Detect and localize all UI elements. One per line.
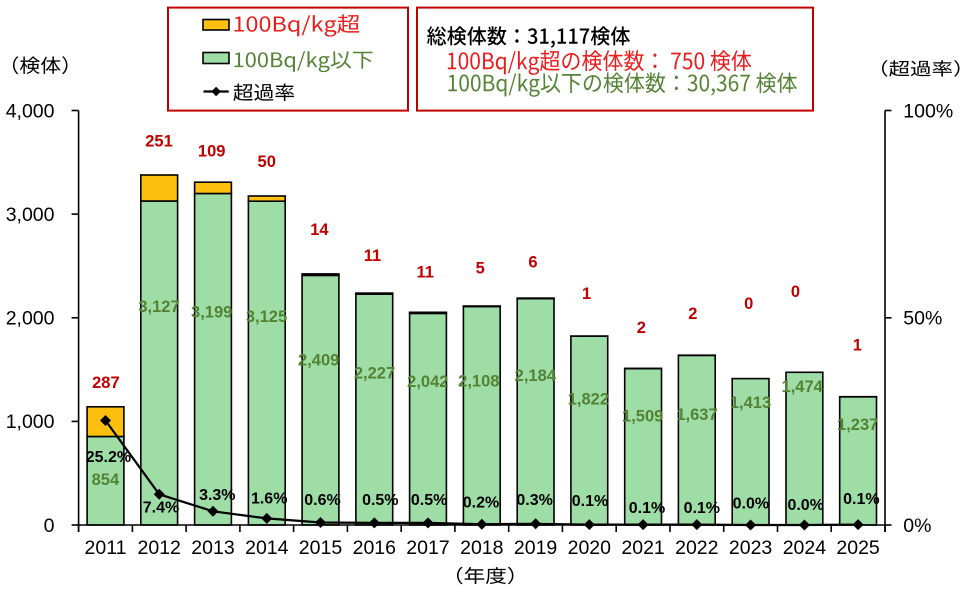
svg-text:2,227: 2,227 [354,365,395,383]
svg-text:3,125: 3,125 [246,308,287,326]
svg-text:0.1%: 0.1% [572,493,608,510]
svg-text:2,000: 2,000 [6,308,55,330]
svg-text:2021: 2021 [621,537,664,559]
svg-text:0.0%: 0.0% [787,497,823,514]
svg-text:2,409: 2,409 [298,352,339,370]
svg-text:0.2%: 0.2% [463,494,499,511]
svg-text:3.3%: 3.3% [199,487,235,504]
svg-text:5: 5 [476,259,485,277]
svg-text:0.1%: 0.1% [843,491,879,508]
svg-text:2019: 2019 [514,537,557,559]
svg-text:1,237: 1,237 [837,416,878,434]
svg-text:7.4%: 7.4% [143,499,179,516]
svg-text:2012: 2012 [138,537,181,559]
svg-text:1,637: 1,637 [676,406,717,424]
svg-text:2018: 2018 [460,537,503,559]
svg-text:4,000: 4,000 [6,100,55,122]
svg-text:2,108: 2,108 [458,373,499,391]
svg-text:1.6%: 1.6% [251,491,287,508]
svg-text:2022: 2022 [675,537,718,559]
svg-text:2016: 2016 [353,537,396,559]
svg-text:2020: 2020 [568,537,612,559]
svg-text:2014: 2014 [245,537,289,559]
svg-text:1,000: 1,000 [6,411,55,433]
svg-text:0: 0 [44,515,55,537]
svg-text:3,127: 3,127 [138,298,179,316]
svg-text:2: 2 [688,305,697,323]
svg-text:0.5%: 0.5% [411,492,447,509]
svg-text:2: 2 [637,319,646,337]
svg-text:0.1%: 0.1% [684,500,720,517]
svg-text:109: 109 [198,143,226,161]
svg-text:2,042: 2,042 [407,373,448,391]
svg-text:1: 1 [582,285,591,303]
svg-text:0.6%: 0.6% [304,492,340,509]
svg-text:2024: 2024 [783,537,827,559]
svg-text:11: 11 [364,247,381,265]
svg-text:0.0%: 0.0% [733,496,769,513]
svg-text:50: 50 [258,153,276,171]
svg-text:251: 251 [145,132,173,150]
svg-text:14: 14 [310,221,329,239]
svg-text:3,199: 3,199 [191,303,232,321]
svg-text:0.3%: 0.3% [516,492,552,509]
svg-text:25.2%: 25.2% [86,449,131,466]
svg-text:0.1%: 0.1% [629,500,665,517]
svg-text:2011: 2011 [85,537,127,559]
svg-text:2013: 2013 [191,537,234,559]
svg-text:0.5%: 0.5% [362,492,398,509]
svg-text:287: 287 [92,374,120,392]
svg-text:11: 11 [416,264,433,282]
svg-text:1,509: 1,509 [622,408,663,426]
svg-text:1,822: 1,822 [568,391,609,409]
svg-text:2025: 2025 [836,537,880,559]
svg-text:1,474: 1,474 [782,378,824,396]
svg-text:2023: 2023 [729,537,772,559]
svg-text:50%: 50% [903,308,942,330]
svg-text:3,000: 3,000 [6,204,55,226]
svg-text:1: 1 [853,336,862,354]
svg-text:1,413: 1,413 [730,394,771,412]
svg-text:0: 0 [744,295,753,313]
svg-text:0%: 0% [903,515,931,537]
svg-text:0: 0 [791,283,800,301]
svg-text:2015: 2015 [299,537,343,559]
svg-text:2017: 2017 [406,537,449,559]
svg-text:6: 6 [528,253,537,271]
svg-text:854: 854 [92,471,120,489]
svg-text:2,184: 2,184 [515,367,557,385]
svg-text:100%: 100% [903,100,953,122]
